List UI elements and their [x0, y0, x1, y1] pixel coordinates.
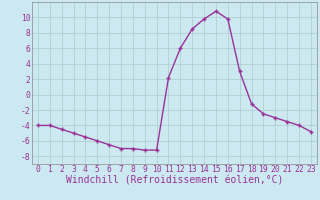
X-axis label: Windchill (Refroidissement éolien,°C): Windchill (Refroidissement éolien,°C) [66, 176, 283, 186]
